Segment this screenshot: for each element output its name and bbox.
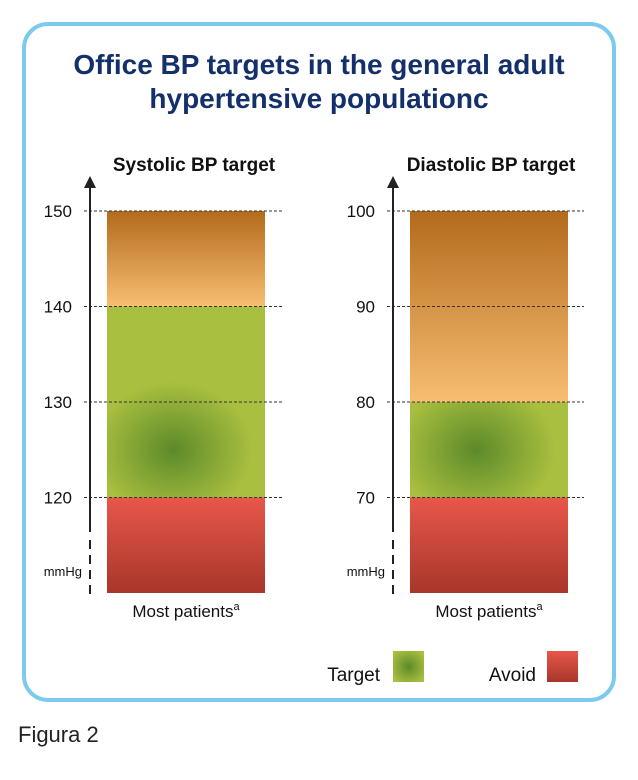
legend-target-label: Target bbox=[327, 665, 381, 686]
target-center-glow bbox=[410, 402, 556, 498]
above-target-band bbox=[107, 211, 265, 307]
tick-label: 140 bbox=[44, 298, 72, 317]
figure-title-line-1: Office BP targets in the general adult bbox=[73, 49, 565, 80]
figure-caption: Figura 2 bbox=[18, 722, 99, 747]
avoid-band bbox=[107, 497, 265, 593]
legend-avoid-swatch bbox=[547, 651, 578, 682]
figure-title: Office BP targets in the general adult h… bbox=[26, 48, 612, 116]
chart-panel-diastolic: Diastolic BP target 70 80 90 100 mmHg Most pat… bbox=[347, 155, 584, 621]
avoid-band bbox=[410, 497, 568, 593]
unit-label: mmHg bbox=[347, 564, 385, 579]
target-center-glow bbox=[107, 381, 253, 498]
panel-title: Systolic BP target bbox=[113, 155, 276, 176]
legend-avoid-label: Avoid bbox=[489, 665, 536, 686]
category-label: Most patientsa bbox=[132, 601, 240, 621]
panel-title: Diastolic BP target bbox=[407, 155, 576, 176]
category-label: Most patientsa bbox=[435, 601, 543, 621]
tick-label: 130 bbox=[44, 393, 72, 412]
legend: Target Avoid bbox=[327, 651, 578, 686]
y-axis-arrow-icon bbox=[84, 176, 96, 188]
tick-label: 80 bbox=[356, 393, 375, 412]
tick-label: 100 bbox=[347, 202, 375, 221]
y-axis-arrow-icon bbox=[387, 176, 399, 188]
figure-title-line-2: hypertensive populationc bbox=[149, 83, 489, 114]
tick-label: 150 bbox=[44, 202, 72, 221]
legend-target-swatch bbox=[393, 651, 424, 682]
chart-panel-systolic: Systolic BP target 120 130 140 150 mmHg Most p… bbox=[44, 155, 282, 621]
tick-label: 120 bbox=[44, 489, 72, 508]
unit-label: mmHg bbox=[44, 564, 82, 579]
tick-label: 90 bbox=[356, 298, 375, 317]
tick-label: 70 bbox=[356, 489, 375, 508]
